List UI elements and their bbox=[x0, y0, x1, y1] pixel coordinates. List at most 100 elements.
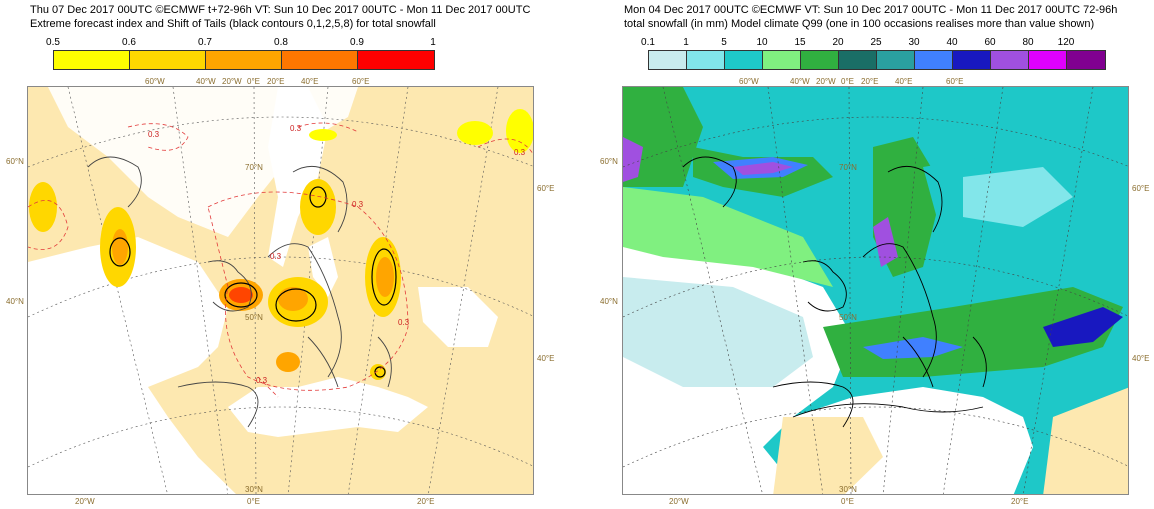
legend-tick-label: 1 bbox=[683, 37, 689, 48]
legend-swatch bbox=[801, 51, 839, 69]
atlantic-south-sea bbox=[28, 377, 236, 494]
lon-label: 60°E bbox=[352, 77, 370, 86]
lat-label: 30°N bbox=[839, 485, 857, 494]
legend-swatch bbox=[687, 51, 725, 69]
efi-color-legend bbox=[53, 50, 435, 70]
legend-tick-label: 0.9 bbox=[350, 37, 364, 48]
snowfall-map-svg bbox=[623, 87, 1128, 494]
lat-label: 60°N bbox=[6, 157, 24, 166]
contour-label: 0.3 bbox=[514, 148, 526, 157]
lon-label: 60°E bbox=[537, 184, 555, 193]
legend-tick-label: 10 bbox=[756, 37, 768, 48]
efi-map-svg: 0.3 0.3 0.3 0.3 0.3 0.3 0.3 bbox=[28, 87, 533, 494]
legend-swatch bbox=[54, 51, 130, 69]
legend-tick-label: 1 bbox=[430, 37, 436, 48]
contour-label: 0.3 bbox=[352, 200, 364, 209]
greenland-dark-green bbox=[623, 87, 703, 187]
coastlines bbox=[87, 156, 392, 428]
legend-swatch bbox=[358, 51, 434, 69]
atlantic-sea bbox=[28, 237, 228, 387]
snowfall-color-legend bbox=[648, 50, 1106, 70]
lon-label: 60°W bbox=[145, 77, 165, 86]
lon-label: 20°E bbox=[417, 497, 435, 506]
low-snow-atlantic bbox=[623, 277, 813, 387]
contour-label: 0.3 bbox=[290, 124, 302, 133]
mediterranean-sea bbox=[228, 377, 428, 437]
legend-swatch bbox=[991, 51, 1029, 69]
iberia-africa-land bbox=[773, 417, 883, 494]
lon-label: 20°W bbox=[669, 497, 689, 506]
lat-label: 70°N bbox=[245, 163, 263, 172]
legend-tick-label: 25 bbox=[870, 37, 882, 48]
efi-title-line1: Thu 07 Dec 2017 00UTC ©ECMWF t+72-96h VT… bbox=[30, 4, 531, 16]
efi-shading bbox=[29, 109, 533, 380]
climate-title-line1: Mon 04 Dec 2017 00UTC ©ECMWF VT: Sun 10 … bbox=[624, 4, 1118, 16]
legend-tick-label: 0.6 bbox=[122, 37, 136, 48]
norway-peak bbox=[873, 217, 898, 267]
caucasus-high bbox=[1043, 307, 1123, 347]
legend-swatch bbox=[206, 51, 282, 69]
climate-title-line2: total snowfall (in mm) Model climate Q99… bbox=[624, 18, 1095, 30]
legend-tick-label: 0.5 bbox=[46, 37, 60, 48]
black-sea bbox=[418, 287, 498, 347]
legend-swatch bbox=[649, 51, 687, 69]
lon-label: 40°E bbox=[1132, 354, 1150, 363]
legend-tick-label: 0.1 bbox=[641, 37, 655, 48]
legend-swatch bbox=[1067, 51, 1105, 69]
efi-contour-labels: 0.3 0.3 0.3 0.3 0.3 0.3 0.3 bbox=[148, 124, 526, 385]
efi-map: 0.3 0.3 0.3 0.3 0.3 0.3 0.3 bbox=[27, 86, 534, 495]
legend-tick-label: 30 bbox=[908, 37, 920, 48]
legend-tick-label: 15 bbox=[794, 37, 806, 48]
legend-swatch bbox=[282, 51, 358, 69]
legend-swatch bbox=[915, 51, 953, 69]
legend-swatch bbox=[839, 51, 877, 69]
contour-label: 0.3 bbox=[270, 252, 282, 261]
lon-label: 0°E bbox=[247, 77, 260, 86]
lon-label: 60°W bbox=[739, 77, 759, 86]
sot-contours bbox=[109, 186, 397, 378]
lon-label: 60°E bbox=[1132, 184, 1150, 193]
lat-label: 60°N bbox=[600, 157, 618, 166]
snowfall-map bbox=[622, 86, 1129, 495]
legend-tick-label: 5 bbox=[721, 37, 727, 48]
legend-swatch bbox=[1029, 51, 1067, 69]
lon-label: 0°E bbox=[841, 77, 854, 86]
efi-title-line2: Extreme forecast index and Shift of Tail… bbox=[30, 18, 436, 30]
legend-swatch bbox=[763, 51, 801, 69]
legend-tick-label: 0.8 bbox=[274, 37, 288, 48]
coastlines bbox=[682, 156, 987, 428]
legend-tick-label: 60 bbox=[984, 37, 996, 48]
lon-label: 40°E bbox=[537, 354, 555, 363]
greenland-higher bbox=[733, 162, 793, 175]
efi-03-contours bbox=[28, 122, 533, 398]
lon-label: 20°W bbox=[75, 497, 95, 506]
africa-land bbox=[1043, 387, 1128, 494]
lat-label: 50°N bbox=[839, 313, 857, 322]
russia-low bbox=[963, 167, 1073, 227]
lon-label: 20°W bbox=[222, 77, 242, 86]
west-greenland-peak bbox=[623, 137, 643, 182]
lon-label: 40°E bbox=[301, 77, 319, 86]
contour-label: 0.3 bbox=[398, 318, 410, 327]
baltic-sea bbox=[308, 237, 338, 297]
legend-tick-label: 40 bbox=[946, 37, 958, 48]
lon-label: 20°E bbox=[1011, 497, 1029, 506]
legend-tick-label: 120 bbox=[1057, 37, 1075, 48]
legend-swatch bbox=[877, 51, 915, 69]
lat-label: 40°N bbox=[600, 297, 618, 306]
contour-label: 0.3 bbox=[148, 130, 160, 139]
graticule bbox=[623, 87, 1128, 494]
lon-label: 40°W bbox=[196, 77, 216, 86]
lon-label: 20°W bbox=[816, 77, 836, 86]
lat-label: 50°N bbox=[245, 313, 263, 322]
legend-tick-label: 0.7 bbox=[198, 37, 212, 48]
lon-label: 20°E bbox=[861, 77, 879, 86]
lon-label: 60°E bbox=[946, 77, 964, 86]
lon-label: 40°E bbox=[895, 77, 913, 86]
lat-label: 40°N bbox=[6, 297, 24, 306]
legend-tick-label: 20 bbox=[832, 37, 844, 48]
lon-label: 0°E bbox=[841, 497, 854, 506]
lon-label: 40°W bbox=[790, 77, 810, 86]
efi-panel: Thu 07 Dec 2017 00UTC ©ECMWF t+72-96h VT… bbox=[0, 0, 560, 509]
snow-band-green bbox=[623, 187, 833, 287]
